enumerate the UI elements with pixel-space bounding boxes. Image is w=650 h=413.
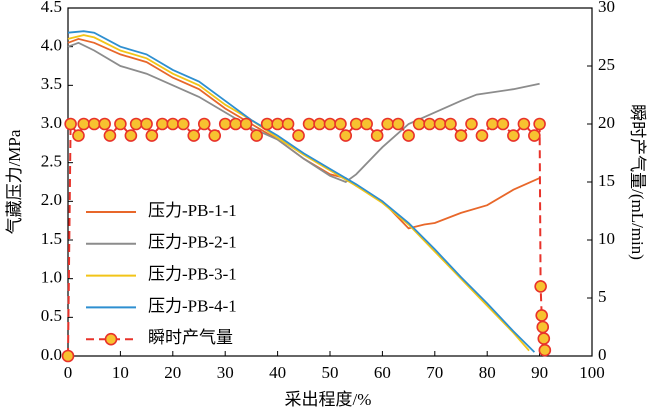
flow-marker: [391, 117, 405, 131]
flow-marker: [538, 343, 552, 357]
legend-marker: [104, 332, 118, 346]
flow-marker: [302, 117, 316, 131]
x-tick-label: 40: [269, 363, 286, 382]
flow-marker: [339, 129, 353, 142]
y-tick-label: 2.5: [41, 152, 62, 171]
series-line: [67, 41, 540, 184]
flow-marker: [145, 129, 159, 142]
flow-marker: [140, 117, 153, 131]
flow-marker: [208, 129, 222, 142]
legend-label: 压力-PB-4-1: [148, 296, 237, 315]
plot-frame: [67, 7, 593, 357]
flow-marker: [114, 117, 127, 131]
flow-marker: [103, 129, 117, 142]
x-tick-label: 60: [374, 363, 391, 382]
flow-marker: [534, 280, 547, 293]
y-tick-label: 3.0: [41, 113, 62, 132]
flow-marker: [423, 117, 436, 131]
y2-tick-label: 0: [598, 345, 607, 364]
flow-marker: [349, 117, 363, 131]
y2-tick-label: 20: [598, 113, 615, 132]
flow-marker: [323, 117, 337, 131]
legend-label: 压力-PB-1-1: [148, 201, 237, 220]
x-tick-label: 80: [479, 363, 496, 382]
flow-marker: [250, 129, 263, 142]
x-tick-label: 20: [164, 363, 181, 382]
y2-tick-label: 30: [598, 0, 615, 16]
legend-label: 压力-PB-2-1: [148, 233, 237, 252]
flow-marker: [197, 117, 211, 131]
flow-marker: [61, 349, 75, 363]
flow-marker: [537, 332, 551, 345]
series-line: [67, 120, 546, 357]
series-line: [67, 30, 536, 353]
flow-marker: [465, 117, 478, 131]
x-tick-label: 0: [64, 363, 73, 382]
y2-tick-label: 15: [598, 171, 615, 190]
y-tick-label: 4.0: [41, 36, 62, 55]
y2-axis-label: 瞬时产气量/(mL/min): [628, 104, 647, 260]
flow-marker: [72, 129, 85, 142]
flow-marker: [536, 320, 550, 334]
flow-marker: [507, 129, 520, 142]
flow-marker: [292, 129, 305, 142]
flow-marker: [229, 117, 242, 131]
flow-marker: [129, 117, 143, 131]
flow-marker: [77, 117, 91, 131]
flow-marker: [124, 129, 138, 142]
y-tick-label: 0.0: [41, 345, 62, 364]
flow-marker: [166, 117, 180, 131]
x-axis-label: 采出程度/%: [285, 390, 372, 409]
legend-label: 压力-PB-3-1: [148, 265, 237, 284]
x-tick-label: 50: [322, 363, 339, 382]
flow-marker: [313, 117, 326, 131]
flow-marker: [176, 117, 190, 131]
y-tick-label: 1.0: [41, 268, 62, 287]
x-tick-label: 10: [112, 363, 129, 382]
flow-marker: [486, 117, 499, 131]
flow-marker: [535, 309, 548, 322]
legend-label: 瞬时产气量: [148, 328, 233, 347]
y-axis-label: 气藏压力/MPa: [5, 129, 24, 234]
flow-marker: [370, 129, 384, 142]
flow-marker: [334, 117, 347, 131]
series-line: [67, 34, 530, 352]
y-tick-label: 3.5: [41, 74, 62, 93]
x-tick-label: 90: [531, 363, 548, 382]
flow-marker: [381, 117, 394, 131]
y-tick-label: 2.0: [41, 190, 62, 209]
y-tick-label: 0.5: [41, 306, 62, 325]
flow-marker: [187, 129, 201, 142]
flow-marker: [87, 117, 101, 131]
y2-tick-label: 5: [598, 287, 607, 306]
y-tick-label: 4.5: [41, 0, 62, 16]
y-tick-label: 1.5: [41, 229, 62, 248]
flow-marker: [281, 117, 295, 131]
y2-tick-label: 25: [598, 55, 615, 74]
flow-marker: [218, 117, 232, 131]
flow-marker: [156, 117, 169, 131]
flow-marker: [239, 117, 253, 131]
flow-marker: [475, 129, 489, 142]
flow-marker: [260, 117, 274, 131]
flow-marker: [533, 117, 546, 131]
flow-marker: [402, 129, 415, 142]
flow-marker: [98, 117, 111, 131]
flow-marker: [360, 117, 373, 131]
flow-marker: [271, 117, 284, 131]
flow-marker: [496, 117, 510, 131]
x-tick-label: 100: [579, 363, 605, 382]
flow-marker: [64, 117, 77, 131]
y2-tick-label: 10: [598, 229, 615, 248]
flow-marker: [433, 117, 447, 131]
flow-marker: [444, 117, 457, 131]
flow-marker: [454, 129, 468, 142]
flow-marker: [517, 117, 531, 131]
flow-marker: [528, 129, 541, 142]
flow-marker: [412, 117, 426, 131]
x-tick-label: 70: [426, 363, 443, 382]
x-tick-label: 30: [217, 363, 234, 382]
